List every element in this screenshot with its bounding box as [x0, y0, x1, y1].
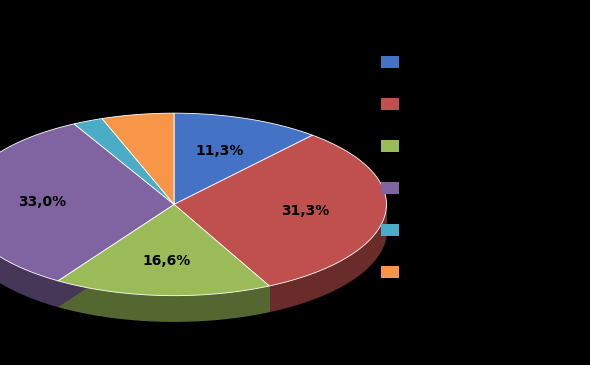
Polygon shape [174, 204, 269, 311]
Polygon shape [269, 205, 386, 311]
Polygon shape [58, 281, 269, 321]
Text: 31,3%: 31,3% [281, 204, 329, 218]
Polygon shape [0, 205, 58, 306]
Bar [381, 56, 399, 68]
Polygon shape [58, 204, 269, 296]
Polygon shape [174, 135, 386, 286]
Polygon shape [74, 119, 174, 204]
Bar [381, 266, 399, 278]
Bar [381, 182, 399, 194]
Bar [381, 224, 399, 236]
Text: 16,6%: 16,6% [142, 254, 191, 268]
Polygon shape [58, 204, 174, 306]
Text: 11,3%: 11,3% [196, 144, 244, 158]
Polygon shape [174, 113, 313, 204]
Bar [381, 98, 399, 110]
Bar [381, 140, 399, 152]
Polygon shape [174, 204, 269, 311]
Polygon shape [102, 113, 174, 204]
Polygon shape [0, 124, 174, 281]
Polygon shape [58, 204, 174, 306]
Text: 33,0%: 33,0% [18, 195, 67, 209]
